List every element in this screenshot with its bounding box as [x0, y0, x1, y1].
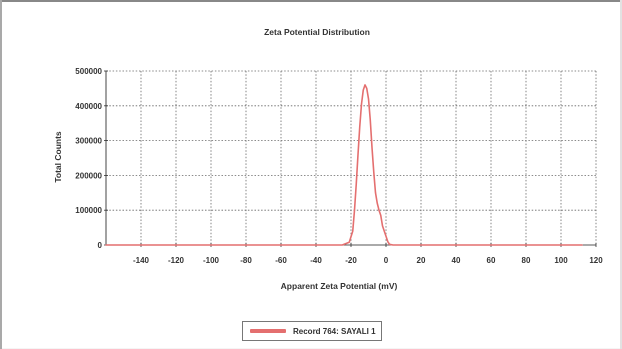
y-tick-label: 500000 — [75, 67, 102, 76]
x-tick-label: 60 — [487, 256, 496, 265]
legend: Record 764: SAYALI 1 — [242, 321, 382, 341]
y-tick-label: 400000 — [75, 102, 102, 111]
x-tick-label: 100 — [554, 256, 568, 265]
y-tick-label: 200000 — [75, 171, 102, 180]
window-left-border — [0, 0, 2, 349]
x-tick-label: 80 — [522, 256, 531, 265]
series-line — [105, 84, 583, 246]
x-tick-label: -20 — [345, 256, 357, 265]
plot-area: -140 -120 -100 -80 -60 -40 -20 0 20 40 60 80 100 120 0… — [75, 67, 603, 265]
x-tick-label: -60 — [275, 256, 287, 265]
x-tick-label: 40 — [452, 256, 461, 265]
x-axis-label: Apparent Zeta Potential (mV) — [281, 281, 398, 291]
window-right-border — [620, 0, 622, 349]
legend-label: Record 764: SAYALI 1 — [293, 326, 376, 336]
x-tick-label: -40 — [310, 256, 322, 265]
x-tick-label: -120 — [168, 256, 185, 265]
y-axis-label: Total Counts — [53, 131, 63, 183]
x-tick-label: -100 — [203, 256, 220, 265]
chart-title: Zeta Potential Distribution — [264, 27, 370, 37]
x-tick-label: -140 — [133, 256, 150, 265]
window-top-border — [0, 0, 622, 2]
legend-swatch — [250, 329, 286, 333]
y-tick-label: 300000 — [75, 137, 102, 146]
x-tick-label: -80 — [240, 256, 252, 265]
x-tick-label: 20 — [417, 256, 426, 265]
y-tick-label: 100000 — [75, 206, 102, 215]
x-tick-label: 0 — [384, 256, 389, 265]
x-tick-label: 120 — [589, 256, 603, 265]
y-tick-label: 0 — [98, 241, 103, 250]
